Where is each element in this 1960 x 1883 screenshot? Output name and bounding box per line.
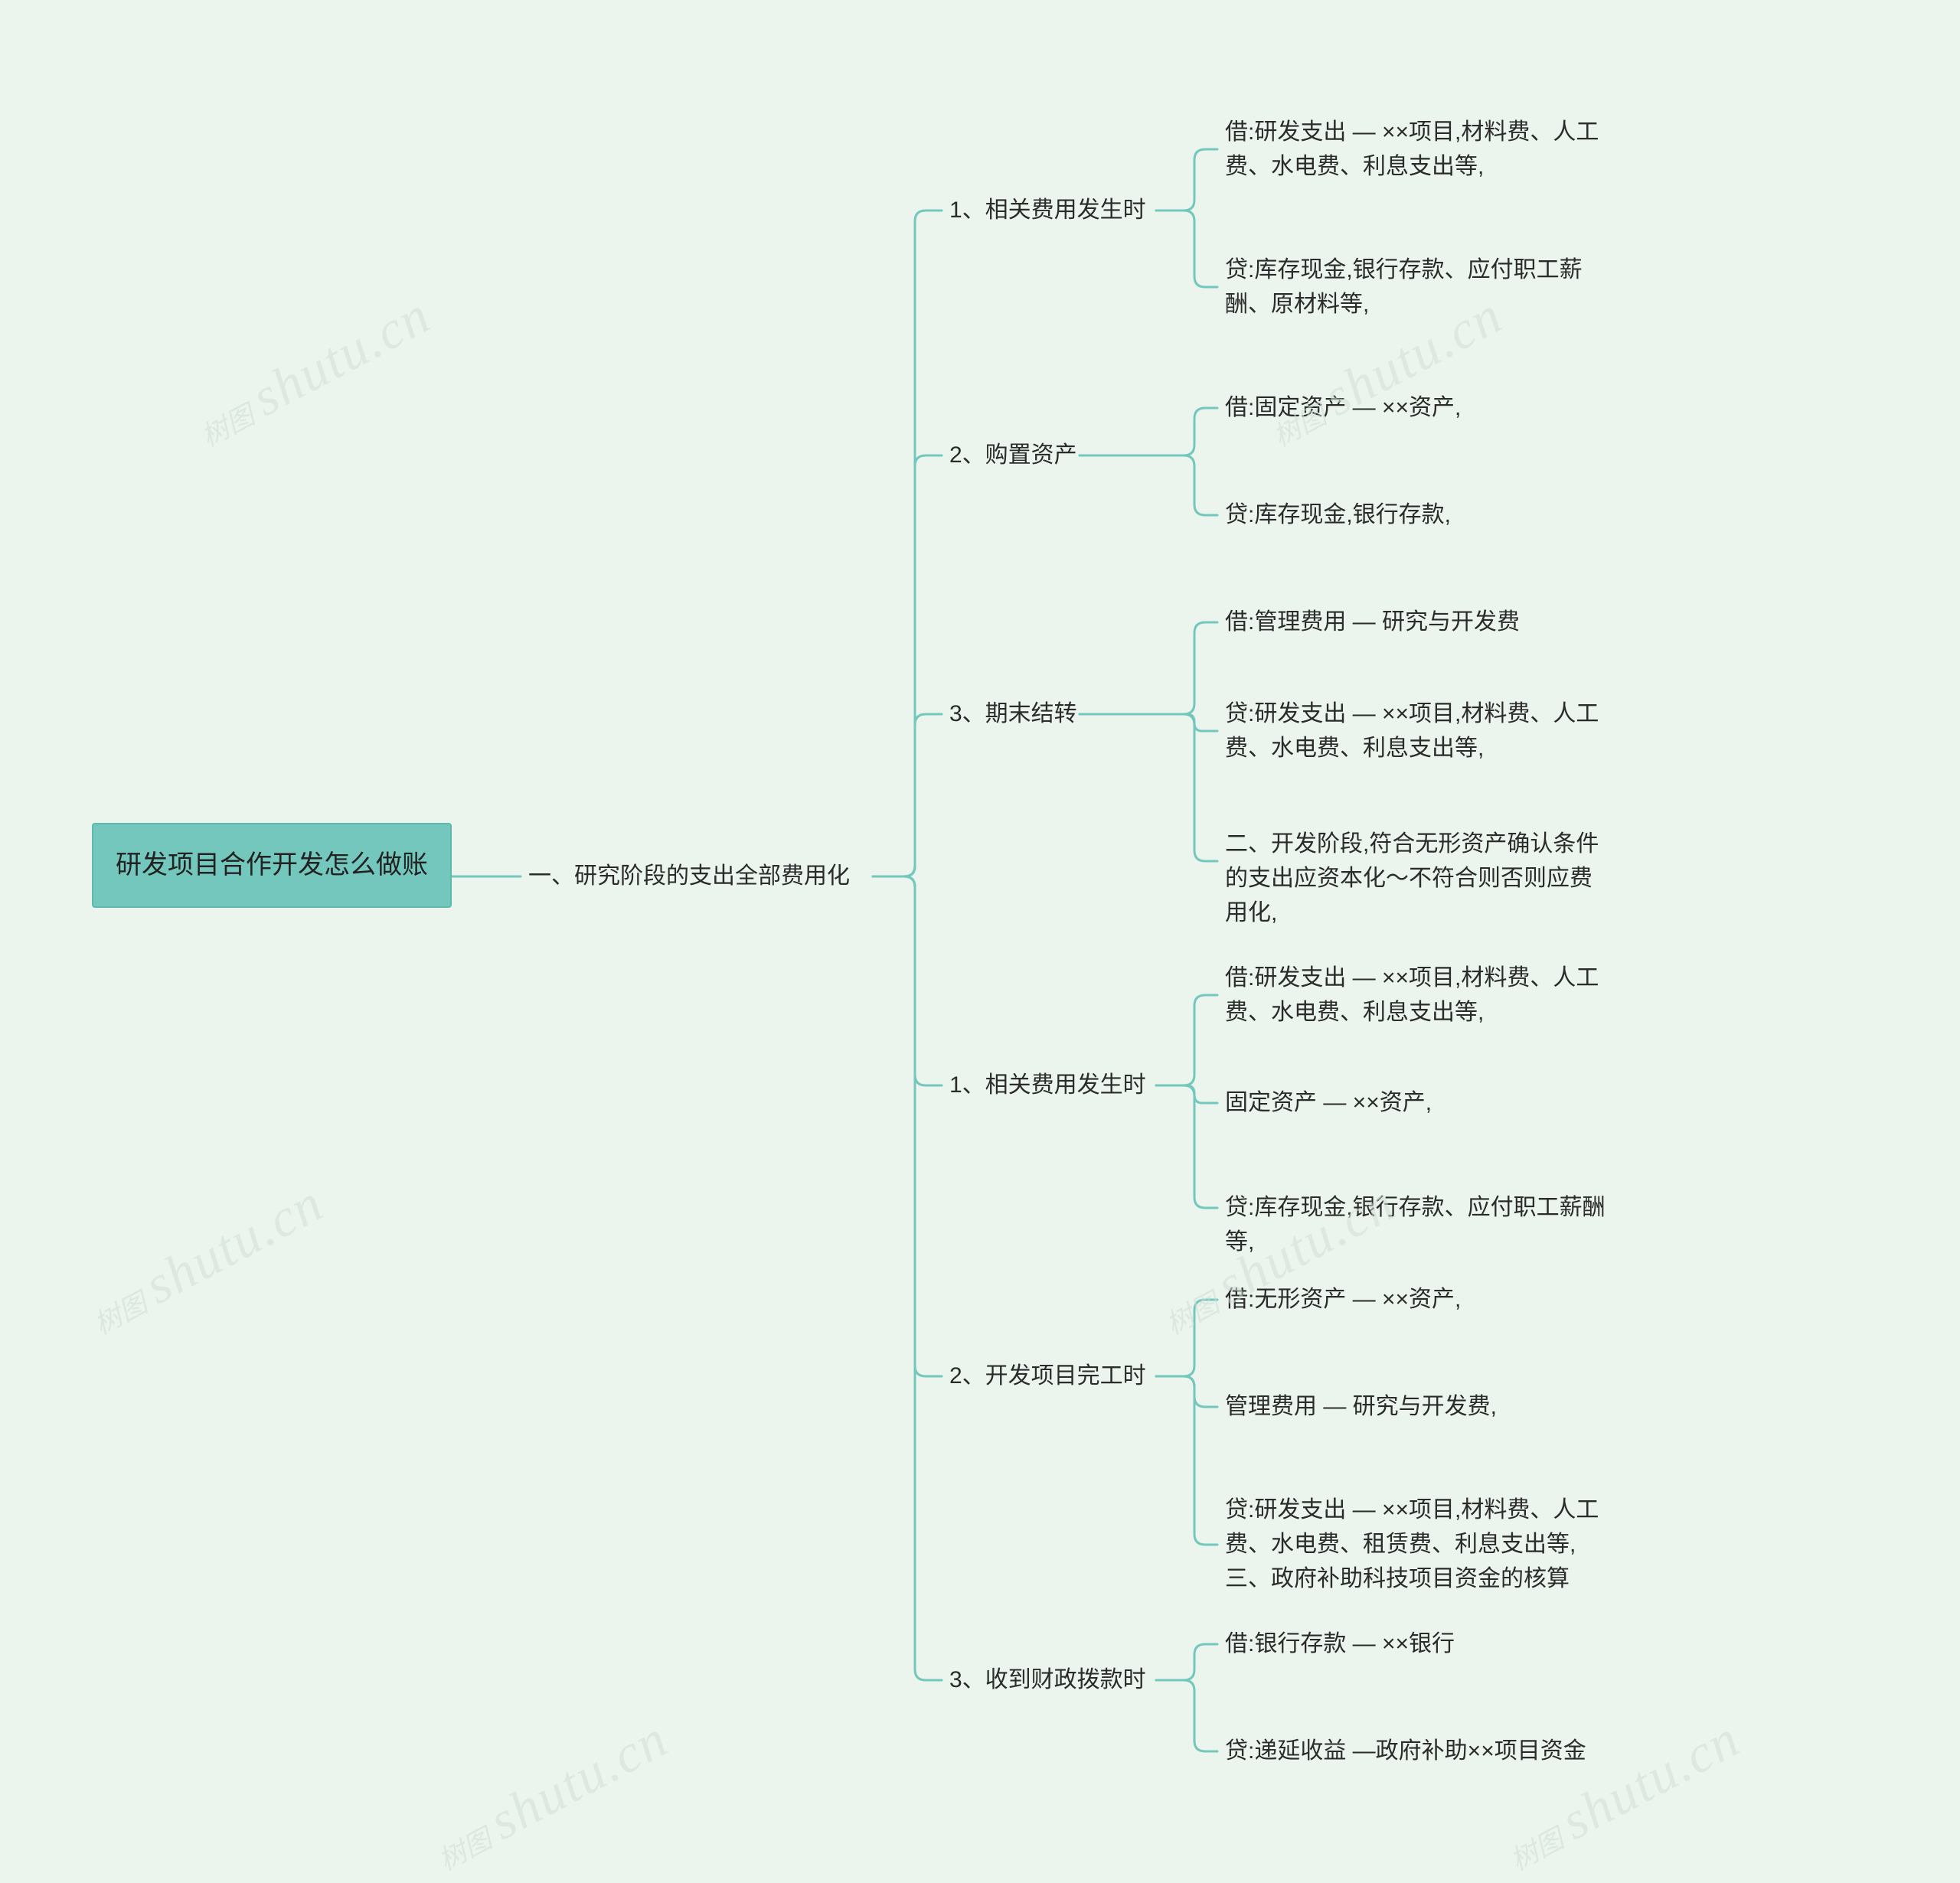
leaf-node[interactable]: 借:银行存款 — ××银行 bbox=[1225, 1627, 1455, 1661]
level2-node[interactable]: 3、收到财政拨款时 bbox=[949, 1663, 1146, 1697]
leaf-node[interactable]: 贷:库存现金,银行存款, bbox=[1225, 498, 1451, 532]
leaf-node[interactable]: 贷:研发支出 — ××项目,材料费、人工费、水电费、租赁费、利息支出等, 三、政… bbox=[1225, 1493, 1608, 1596]
leaf-node[interactable]: 借:管理费用 — 研究与开发费 bbox=[1225, 605, 1520, 639]
level2-node[interactable]: 1、相关费用发生时 bbox=[949, 1068, 1146, 1102]
level2-node[interactable]: 2、购置资产 bbox=[949, 438, 1077, 472]
leaf-node[interactable]: 管理费用 — 研究与开发费, bbox=[1225, 1389, 1497, 1424]
leaf-node[interactable]: 借:研发支出 — ××项目,材料费、人工费、水电费、利息支出等, bbox=[1225, 115, 1608, 184]
root-node[interactable]: 研发项目合作开发怎么做账 bbox=[92, 823, 452, 908]
level1-node[interactable]: 一、研究阶段的支出全部费用化 bbox=[528, 859, 850, 893]
leaf-node[interactable]: 贷:递延收益 —政府补助××项目资金 bbox=[1225, 1734, 1586, 1768]
watermark: 树图shutu.cn bbox=[423, 1708, 678, 1883]
watermark: 树图shutu.cn bbox=[185, 285, 441, 459]
leaf-node[interactable]: 固定资产 — ××资产, bbox=[1225, 1085, 1432, 1120]
level2-node[interactable]: 3、期末结转 bbox=[949, 697, 1077, 731]
leaf-node[interactable]: 借:固定资产 — ××资产, bbox=[1225, 390, 1461, 425]
connector-layer bbox=[0, 0, 1960, 1871]
watermark: 树图shutu.cn bbox=[78, 1173, 334, 1347]
leaf-node[interactable]: 借:无形资产 — ××资产, bbox=[1225, 1282, 1461, 1317]
leaf-node[interactable]: 贷:库存现金,银行存款、应付职工薪酬、原材料等, bbox=[1225, 253, 1608, 321]
level2-node[interactable]: 1、相关费用发生时 bbox=[949, 193, 1146, 227]
leaf-node[interactable]: 二、开发阶段,符合无形资产确认条件的支出应资本化～不符合则否则应费用化, bbox=[1225, 827, 1608, 930]
level2-node[interactable]: 2、开发项目完工时 bbox=[949, 1359, 1146, 1393]
leaf-node[interactable]: 贷:研发支出 — ××项目,材料费、人工费、水电费、利息支出等, bbox=[1225, 697, 1608, 765]
leaf-node[interactable]: 贷:库存现金,银行存款、应付职工薪酬等, bbox=[1225, 1190, 1608, 1259]
leaf-node[interactable]: 借:研发支出 — ××项目,材料费、人工费、水电费、利息支出等, bbox=[1225, 961, 1608, 1030]
